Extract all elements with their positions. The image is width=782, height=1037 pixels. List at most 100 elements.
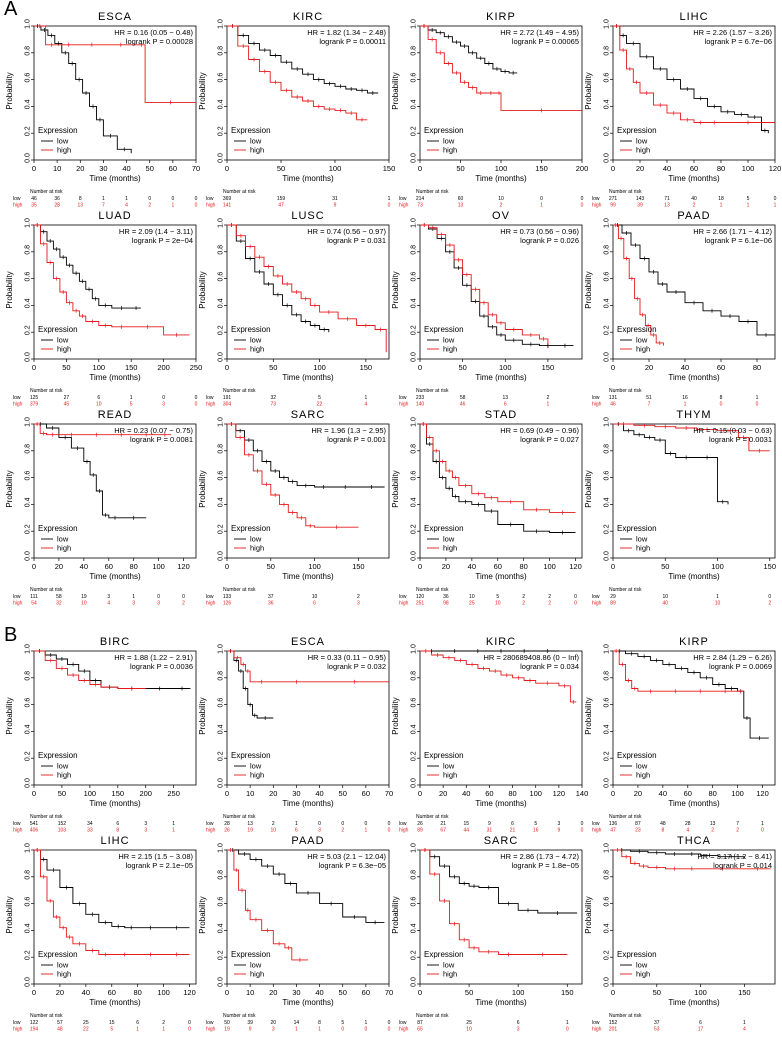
x-tick-label: 100 [711, 562, 724, 571]
y-tick-label: 0.2 [604, 751, 611, 761]
risk-count-high: 89 [610, 601, 616, 607]
risk-count-low: 37 [268, 594, 274, 600]
risk-count-high: 36 [268, 601, 274, 607]
y-tick-label: 0.2 [218, 325, 225, 335]
x-axis-label: Time (months) [89, 174, 141, 183]
y-tick-label: 0.4 [411, 298, 418, 308]
logrank-p: logrank P = 0.0081 [130, 435, 193, 444]
risk-row-label-low: low [592, 1020, 600, 1026]
risk-count-low: 120 [416, 594, 425, 600]
plot-title: SARC [484, 835, 519, 847]
risk-table-title: Number at risk [223, 587, 256, 593]
logrank-p: logrank P = 6.7e−06 [705, 37, 772, 46]
plot-title: THCA [677, 835, 711, 847]
x-tick-label: 60 [108, 988, 116, 997]
y-tick-label: 0.2 [411, 325, 418, 335]
risk-count-low: 2 [357, 594, 360, 600]
y-tick-label: 0.2 [604, 126, 611, 136]
x-tick-label: 20 [636, 164, 644, 173]
plot-frame [226, 849, 390, 985]
risk-count-high: 45 [64, 402, 70, 408]
risk-count-high: 35 [31, 203, 37, 209]
risk-count-high: 3 [318, 828, 321, 834]
risk-count-low: 111 [30, 594, 38, 600]
y-tick-label: 0.4 [604, 497, 611, 507]
risk-count-high: 39 [637, 203, 643, 209]
x-axis-label: Time (months) [89, 998, 141, 1007]
risk-count-high: 0 [566, 1027, 569, 1033]
risk-count-high: 13 [458, 203, 464, 209]
risk-row-label-high: high [13, 601, 23, 607]
risk-count-high: 10 [495, 601, 501, 607]
risk-row-label-low: low [399, 594, 407, 600]
risk-count-high: 17 [698, 1027, 704, 1033]
risk-count-low: 0 [581, 196, 584, 202]
risk-count-low: 46 [31, 196, 37, 202]
panel-label-a: A [4, 0, 18, 20]
x-tick-label: 0 [418, 164, 422, 173]
x-tick-label: 40 [315, 789, 323, 798]
y-axis-label: Probability [5, 697, 14, 734]
x-tick-label: 50 [267, 562, 275, 571]
x-axis-label: Time (months) [668, 998, 720, 1007]
risk-count-low: 32 [271, 395, 277, 401]
x-tick-label: 100 [495, 164, 508, 173]
risk-row-label-high: high [13, 828, 23, 834]
y-tick-label: 0.6 [411, 897, 418, 907]
risk-count-low: 3 [107, 594, 110, 600]
risk-count-low: 2 [162, 1020, 165, 1026]
risk-table-title: Number at risk [223, 189, 256, 195]
risk-count-high: 3 [144, 828, 147, 834]
x-tick-label: 200 [157, 363, 170, 372]
risk-count-high: 1 [720, 203, 723, 209]
legend-title: Expression [617, 950, 657, 959]
plot-title: LUAD [98, 210, 131, 222]
y-tick-label: 0.4 [218, 923, 225, 933]
risk-row-label-low: low [13, 1020, 21, 1026]
legend-label-low: low [636, 535, 648, 544]
x-tick-label: 120 [769, 164, 782, 173]
x-tick-label: 100 [543, 562, 556, 571]
y-tick-label: 0.0 [604, 551, 611, 561]
risk-count-low: 271 [609, 196, 618, 202]
risk-count-low: 0 [574, 594, 577, 600]
plot-frame [33, 849, 197, 985]
risk-count-low: 87 [417, 1020, 423, 1026]
x-tick-label: 150 [360, 363, 373, 372]
risk-count-high: 406 [30, 828, 39, 834]
x-tick-label: 0 [418, 988, 422, 997]
legend-label-low: low [250, 137, 262, 146]
risk-count-high: 46 [610, 402, 616, 408]
risk-count-low: 20 [271, 1020, 277, 1026]
y-axis-label: Probability [584, 896, 593, 933]
x-tick-label: 50 [458, 363, 466, 372]
plot-title: ESCA [98, 11, 132, 23]
x-tick-label: 40 [468, 562, 476, 571]
hazard-ratio: HR = 280689408.86 (0 − Inf) [484, 653, 580, 662]
legend-label-low: low [57, 137, 69, 146]
y-tick-label: 1.0 [218, 843, 225, 853]
risk-count-low: 40 [691, 196, 697, 202]
risk-count-high: 21 [510, 828, 516, 834]
risk-count-high: 1 [684, 402, 687, 408]
risk-count-high: 19 [247, 828, 253, 834]
risk-row-label-low: low [592, 594, 600, 600]
risk-count-low: 57 [57, 1020, 63, 1026]
plot-title: SARC [291, 409, 326, 421]
x-tick-label: 100 [93, 363, 106, 372]
risk-count-low: 6 [699, 1020, 702, 1026]
risk-row-label-low: low [206, 1020, 214, 1026]
risk-count-low: 133 [223, 594, 232, 600]
curve-low [227, 849, 385, 923]
x-tick-label: 50 [277, 164, 285, 173]
legend-title: Expression [424, 751, 464, 760]
y-tick-label: 0.6 [411, 698, 418, 708]
plot-frame [226, 650, 390, 786]
x-tick-label: 0 [418, 562, 422, 571]
legend-label-low: low [636, 137, 648, 146]
risk-count-low: 87 [635, 821, 641, 827]
curve-high [34, 849, 190, 955]
